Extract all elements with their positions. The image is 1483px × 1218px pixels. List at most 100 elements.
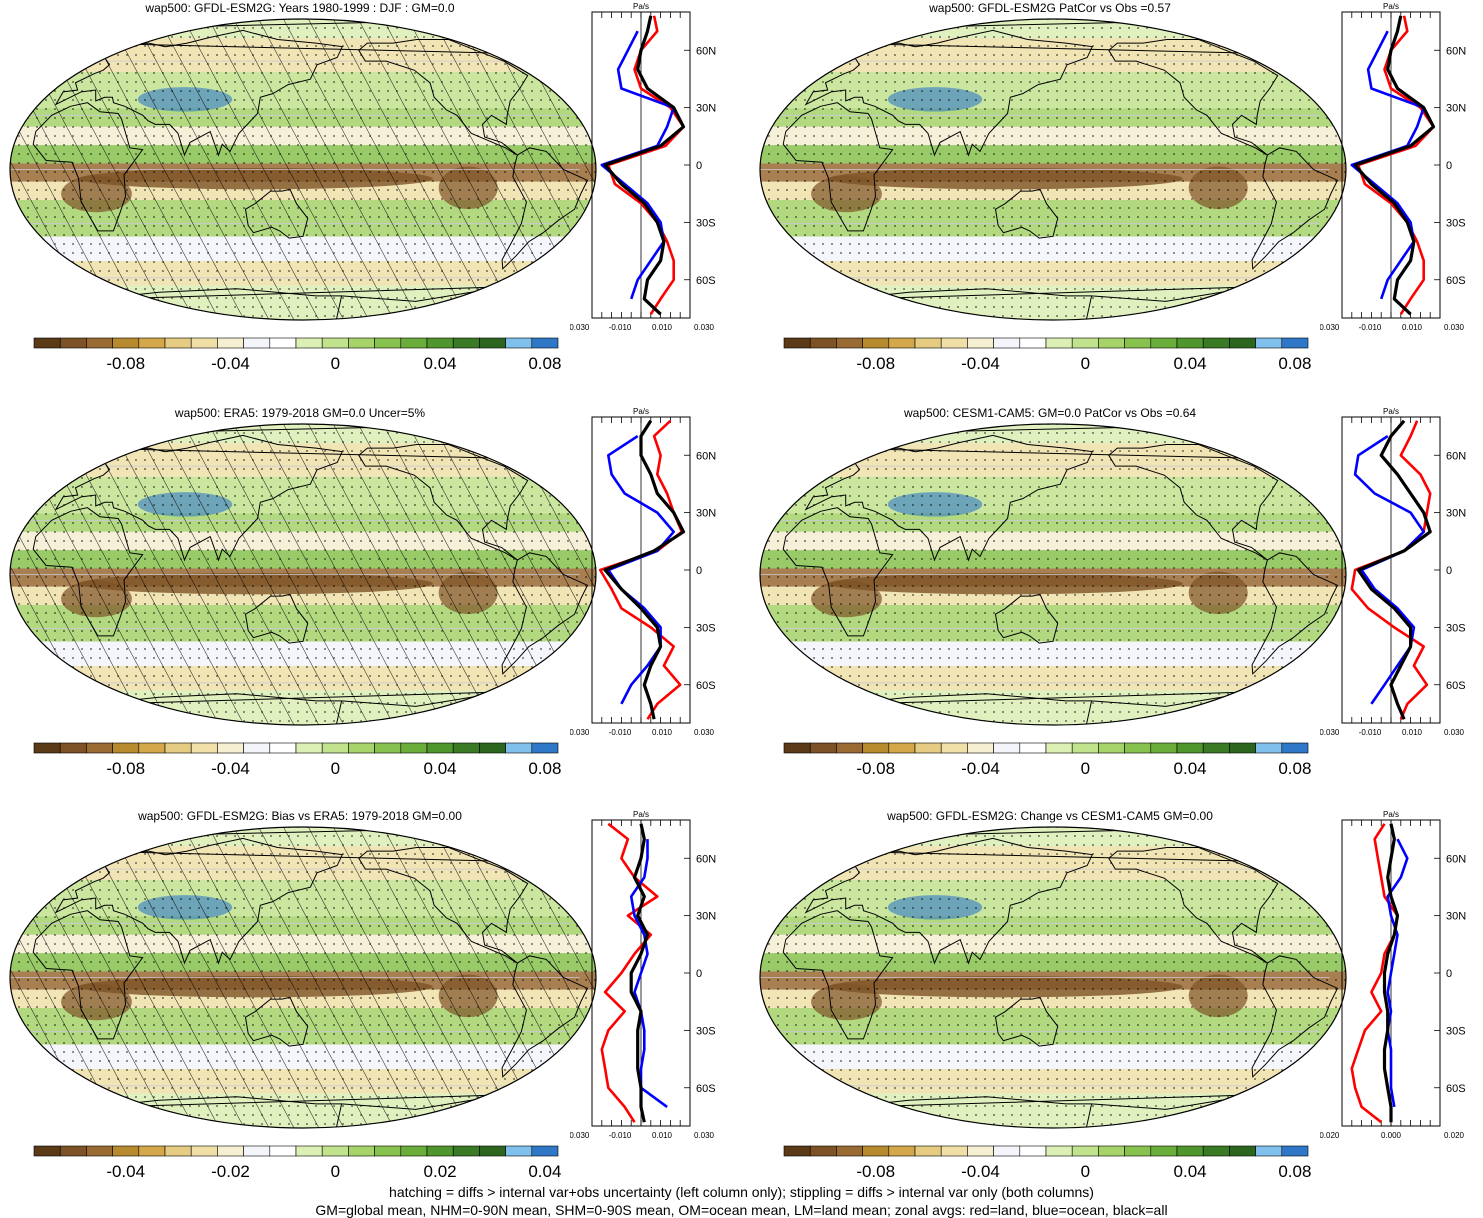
colorbar-swatch xyxy=(1098,337,1125,349)
colorbar-swatch xyxy=(1124,337,1152,349)
colorbar-tick-label: 0.04 xyxy=(424,354,457,373)
colorbar-swatch xyxy=(1176,1145,1204,1157)
colorbar-swatch xyxy=(269,1145,297,1157)
x-tick-label: -0.010 xyxy=(1359,323,1382,332)
profile-unit-label: Pa/s xyxy=(633,407,649,416)
colorbar-swatch xyxy=(1150,1145,1178,1157)
colorbar-swatch xyxy=(862,742,890,754)
profile-series-land xyxy=(600,822,659,1123)
colorbar-tick-label: -0.08 xyxy=(856,759,895,778)
y-tick-label: 0 xyxy=(696,160,702,172)
profile-series-land xyxy=(1350,823,1399,1124)
profile-series-land xyxy=(598,419,684,720)
colorbar-swatch xyxy=(531,337,559,349)
colorbar-swatch xyxy=(1150,337,1178,349)
x-tick-label: 0.000 xyxy=(1381,1131,1402,1140)
colorbar-swatch xyxy=(1229,742,1256,754)
colorbar-swatch xyxy=(59,337,87,349)
colorbar-swatch xyxy=(888,1145,916,1157)
y-tick-label: 0 xyxy=(1446,565,1452,577)
zonal-mean-profile: Pa/s 60N 30N 0 30S 60S -0.030 -0.010 0.010 0.030 xyxy=(570,2,716,332)
colorbar-swatch xyxy=(348,1145,375,1157)
colorbar-tick-label: 0.04 xyxy=(1174,1162,1207,1181)
colorbar: -0.04 -0.02 0 0.02 0.04 xyxy=(33,1145,561,1181)
x-tick-label: -0.030 xyxy=(1320,323,1340,332)
colorbar-swatch xyxy=(1229,337,1256,349)
x-tick-label: -0.010 xyxy=(1359,728,1382,737)
colorbar-tick-label: 0.08 xyxy=(1278,759,1311,778)
colorbar-swatch xyxy=(295,742,323,754)
colorbar-tick-label: 0.08 xyxy=(1278,1162,1311,1181)
x-tick-label: 0.030 xyxy=(694,728,715,737)
zonal-mean-profile: Pa/s 60N 30N 0 30S 60S -0.030 -0.010 0.010 0.030 xyxy=(570,810,716,1140)
colorbar-swatch xyxy=(1045,1145,1073,1157)
x-tick-label: 0.030 xyxy=(1444,323,1465,332)
colorbar-swatch xyxy=(190,1145,218,1157)
x-tick-label: -0.010 xyxy=(609,728,632,737)
profile-series-all xyxy=(629,823,650,1123)
colorbar-swatch xyxy=(940,742,968,754)
colorbar-swatch xyxy=(1150,742,1178,754)
zonal-mean-profile: Pa/s 60N 30N 0 30S 60S -0.030 -0.010 0.010 0.030 xyxy=(1320,407,1466,737)
colorbar-swatch xyxy=(426,337,454,349)
colorbar-tick-label: 0 xyxy=(331,354,340,373)
colorbar-swatch xyxy=(888,337,916,349)
colorbar-swatch xyxy=(809,1145,837,1157)
colorbar-swatch xyxy=(86,337,113,349)
panel-title: wap500: GFDL-ESM2G: Years 1980-1999 : DJ… xyxy=(145,1,455,15)
colorbar: -0.08 -0.04 0 0.04 0.08 xyxy=(783,742,1311,778)
colorbar-swatch xyxy=(1098,1145,1125,1157)
colorbar-tick-label: -0.04 xyxy=(961,759,1000,778)
colorbar-swatch xyxy=(138,1145,166,1157)
colorbar-tick-label: 0 xyxy=(1081,354,1090,373)
colorbar-swatch xyxy=(33,1145,61,1157)
colorbar-swatch xyxy=(400,337,428,349)
y-tick-label: 60N xyxy=(696,450,716,462)
profile-unit-label: Pa/s xyxy=(633,2,649,11)
colorbar-swatch xyxy=(809,337,837,349)
map-border xyxy=(759,826,1347,1129)
colorbar-swatch xyxy=(531,742,559,754)
colorbar-swatch xyxy=(967,337,994,349)
y-tick-label: 0 xyxy=(696,565,702,577)
x-tick-label: -0.020 xyxy=(1320,1131,1340,1140)
colorbar-swatch xyxy=(888,742,916,754)
colorbar-tick-label: 0.08 xyxy=(528,759,561,778)
hatching-overlay xyxy=(10,827,596,1128)
y-tick-label: 30S xyxy=(1446,622,1466,634)
colorbar-swatch xyxy=(374,1145,402,1157)
profile-unit-label: Pa/s xyxy=(1383,810,1399,819)
global-map xyxy=(9,826,597,1129)
colorbar-swatch xyxy=(295,1145,323,1157)
colorbar-swatch xyxy=(914,1145,942,1157)
colorbar-swatch xyxy=(479,1145,506,1157)
colorbar-swatch xyxy=(1202,337,1230,349)
colorbar-swatch xyxy=(86,1145,113,1157)
colorbar-tick-label: -0.08 xyxy=(106,759,145,778)
colorbar-swatch xyxy=(321,1145,349,1157)
colorbar-tick-label: -0.04 xyxy=(961,354,1000,373)
colorbar-swatch xyxy=(33,742,61,754)
y-tick-label: 60S xyxy=(696,275,716,287)
colorbar-tick-label: -0.08 xyxy=(856,354,895,373)
colorbar-swatch xyxy=(1176,337,1204,349)
global-map xyxy=(759,423,1347,726)
colorbar-tick-label: 0.04 xyxy=(528,1162,561,1181)
colorbar-swatch xyxy=(783,742,811,754)
colorbar-swatch xyxy=(243,337,271,349)
colorbar-swatch xyxy=(505,337,533,349)
colorbar-swatch xyxy=(374,337,402,349)
colorbar-swatch xyxy=(112,337,140,349)
colorbar-swatch xyxy=(783,337,811,349)
y-tick-label: 0 xyxy=(1446,968,1452,980)
footer-line-2: GM=global mean, NHM=0-90N mean, SHM=0-90… xyxy=(315,1202,1168,1218)
colorbar-swatch xyxy=(374,742,402,754)
colorbar-swatch xyxy=(112,742,140,754)
colorbar-swatch xyxy=(164,337,192,349)
colorbar-swatch xyxy=(1124,742,1152,754)
profile-series-all xyxy=(603,15,686,316)
y-tick-label: 30S xyxy=(696,217,716,229)
colorbar-swatch xyxy=(967,742,994,754)
x-tick-label: 0.010 xyxy=(652,1131,673,1140)
colorbar-tick-label: 0 xyxy=(1081,1162,1090,1181)
